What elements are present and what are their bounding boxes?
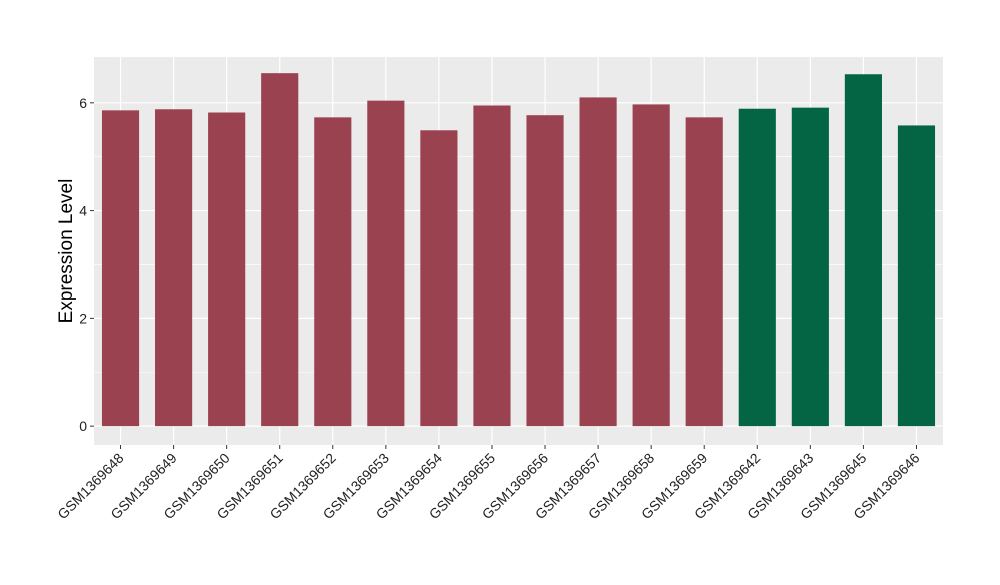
bar-GSM1369642 [738, 108, 776, 427]
y-tick-label: 6 [79, 95, 87, 111]
bar-GSM1369651 [261, 73, 299, 427]
y-tick-label: 2 [79, 310, 87, 326]
bar-GSM1369652 [314, 117, 352, 427]
y-tick-label: 0 [79, 418, 87, 434]
bar-GSM1369643 [791, 107, 829, 427]
bar-GSM1369646 [897, 125, 936, 427]
bar-GSM1369654 [420, 130, 458, 427]
bars [101, 73, 936, 427]
y-tick-label: 4 [79, 203, 87, 219]
bar-GSM1369656 [526, 115, 564, 427]
bar-GSM1369657 [579, 97, 617, 427]
bar-GSM1369658 [632, 104, 670, 427]
bar-GSM1369655 [473, 105, 511, 427]
bar-GSM1369648 [101, 110, 140, 427]
bar-GSM1369653 [367, 100, 405, 427]
bar-GSM1369645 [844, 74, 882, 427]
y-axis-title: Expression Level [56, 179, 77, 324]
bar-GSM1369659 [685, 117, 723, 427]
bar-GSM1369649 [155, 109, 193, 427]
bar-GSM1369650 [208, 112, 246, 427]
